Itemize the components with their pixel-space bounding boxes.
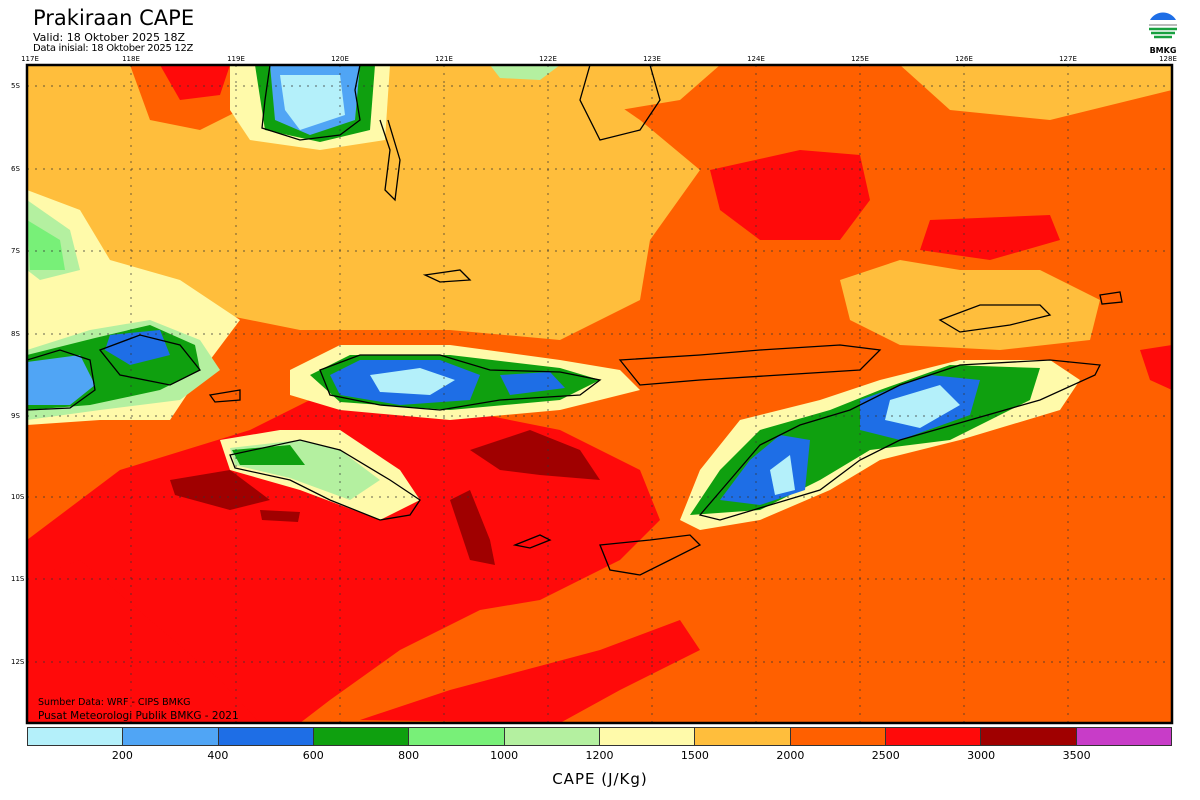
lon-label: 126E [955, 55, 973, 63]
lon-label: 120E [331, 55, 349, 63]
lon-label: 121E [435, 55, 453, 63]
colorbar-tick: 2500 [871, 749, 900, 762]
logo-text: BMKG [1149, 46, 1177, 55]
lon-label: 123E [643, 55, 661, 63]
colorbar-tick: 1000 [490, 749, 519, 762]
colorbar-segment [504, 728, 600, 745]
colorbar-segment [123, 728, 219, 745]
lon-label: 125E [851, 55, 869, 63]
lat-label: 8S [11, 330, 20, 338]
coastlines [27, 65, 1123, 576]
colorbar-segment [313, 728, 410, 745]
bmkg-logo-icon [1148, 11, 1178, 41]
colorbar-segment [218, 728, 314, 745]
colorbar-segment [28, 728, 124, 745]
initial-time: Data inisial: 18 Oktober 2025 12Z [33, 43, 194, 54]
colorbar-segment [599, 728, 696, 745]
colorbar-title: CAPE (J/Kg) [552, 770, 648, 788]
lon-label: 119E [227, 55, 245, 63]
cape-field [27, 65, 1172, 723]
graticule [27, 65, 1172, 723]
lon-label: 118E [122, 55, 140, 63]
bmkg-logo: BMKG [1143, 10, 1183, 55]
colorbar-tick: 600 [302, 749, 324, 762]
colorbar-segment [1076, 728, 1171, 745]
colorbar-segment [885, 728, 982, 745]
colorbar-tick: 1500 [680, 749, 709, 762]
colorbar-tick: 1200 [585, 749, 614, 762]
lat-label: 7S [11, 247, 20, 255]
colorbar-tick: 400 [207, 749, 229, 762]
lon-label: 124E [747, 55, 765, 63]
chart-title: Prakiraan CAPE [33, 6, 195, 30]
lat-label: 12S [11, 658, 25, 666]
lon-label: 122E [539, 55, 557, 63]
colorbar-tick: 3000 [967, 749, 996, 762]
colorbar-tick: 800 [398, 749, 420, 762]
lon-label: 127E [1059, 55, 1077, 63]
colorbar-segment [695, 728, 791, 745]
lon-label: 117E [21, 55, 39, 63]
lat-label: 11S [11, 575, 25, 583]
lat-label: 10S [11, 493, 25, 501]
lat-label: 5S [11, 82, 20, 90]
colorbar-segment [981, 728, 1077, 745]
colorbar-tick: 2000 [776, 749, 805, 762]
lat-label: 9S [11, 412, 20, 420]
colorbar-segment [790, 728, 886, 745]
data-source: Sumber Data: WRF - CIPS BMKG [38, 697, 191, 708]
colorbar-tick: 3500 [1062, 749, 1091, 762]
lon-label: 128E [1159, 55, 1177, 63]
colorbar-tick: 200 [111, 749, 133, 762]
lat-label: 6S [11, 165, 20, 173]
colorbar [27, 727, 1172, 746]
publisher-credit: Pusat Meteorologi Publik BMKG - 2021 [38, 710, 239, 722]
map-frame [25, 63, 1174, 725]
colorbar-segment [409, 728, 505, 745]
valid-time: Valid: 18 Oktober 2025 18Z [33, 31, 186, 44]
